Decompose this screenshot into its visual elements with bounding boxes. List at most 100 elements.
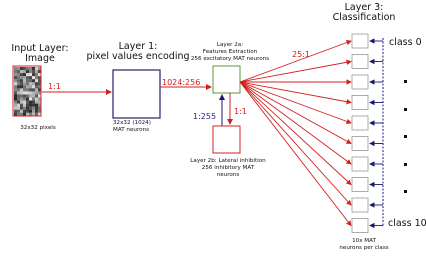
pixel bbox=[14, 104, 17, 107]
pixel bbox=[32, 70, 35, 73]
pixel bbox=[35, 73, 38, 76]
layer2b-title: Layer 2b: Lateral inhibition bbox=[190, 158, 266, 164]
pixel bbox=[35, 67, 38, 70]
conn-label: 1:255 bbox=[193, 112, 216, 121]
pixel bbox=[35, 107, 38, 110]
pixel bbox=[17, 110, 20, 113]
pixel bbox=[29, 73, 32, 76]
pixel bbox=[17, 107, 20, 110]
pixel bbox=[17, 91, 20, 94]
pixel bbox=[32, 82, 35, 85]
pixel bbox=[17, 67, 20, 70]
pixel bbox=[17, 113, 20, 116]
class-neuron bbox=[352, 157, 368, 171]
pixel bbox=[29, 113, 32, 116]
pixel bbox=[14, 94, 17, 97]
pixel bbox=[35, 91, 38, 94]
pixel bbox=[23, 110, 26, 113]
pixel bbox=[20, 91, 23, 94]
pixel bbox=[20, 113, 23, 116]
class-neuron bbox=[352, 219, 368, 233]
class-neuron bbox=[352, 178, 368, 192]
pixel bbox=[17, 70, 20, 73]
arrow bbox=[240, 82, 351, 144]
pixel bbox=[35, 82, 38, 85]
pixel bbox=[23, 94, 26, 97]
pixel bbox=[29, 76, 32, 79]
layer3-caption: 10x MAT bbox=[352, 238, 376, 244]
layer3 bbox=[240, 34, 407, 233]
pixel bbox=[29, 101, 32, 104]
pixel bbox=[29, 104, 32, 107]
class-neuron bbox=[352, 198, 368, 212]
pixel bbox=[29, 88, 32, 91]
dot bbox=[404, 108, 407, 111]
pixel bbox=[14, 107, 17, 110]
pixel bbox=[14, 79, 17, 82]
layer2a-title: Layer 2a: bbox=[217, 42, 243, 48]
input-title: Image bbox=[25, 53, 55, 64]
pixel bbox=[32, 76, 35, 79]
pixel bbox=[29, 79, 32, 82]
pixel bbox=[20, 88, 23, 91]
pixel bbox=[32, 107, 35, 110]
pixel bbox=[23, 91, 26, 94]
pixel bbox=[23, 107, 26, 110]
pixel bbox=[26, 88, 29, 91]
pixel bbox=[35, 98, 38, 101]
pixel bbox=[14, 88, 17, 91]
pixel bbox=[29, 94, 32, 97]
page: {"input_layer": {"title": ["Input Layer:… bbox=[0, 0, 426, 260]
pixel bbox=[26, 73, 29, 76]
pixel bbox=[26, 101, 29, 104]
pixel bbox=[20, 101, 23, 104]
pixel bbox=[29, 110, 32, 113]
pixel bbox=[20, 73, 23, 76]
conn-label: 1:1 bbox=[48, 82, 61, 91]
pixel bbox=[29, 85, 32, 88]
pixel bbox=[26, 82, 29, 85]
pixel bbox=[23, 73, 26, 76]
pixel bbox=[20, 104, 23, 107]
pixel bbox=[35, 88, 38, 91]
pixel bbox=[35, 110, 38, 113]
class-label: class 10 bbox=[388, 218, 426, 229]
layer1-caption: MAT neurons bbox=[113, 127, 149, 133]
class-neuron bbox=[352, 96, 368, 110]
pixel bbox=[14, 101, 17, 104]
pixel bbox=[17, 85, 20, 88]
pixel bbox=[35, 101, 38, 104]
arrow bbox=[240, 82, 351, 123]
pixel bbox=[26, 67, 29, 70]
pixel bbox=[35, 76, 38, 79]
pixel bbox=[20, 94, 23, 97]
pixel bbox=[20, 82, 23, 85]
pixel bbox=[35, 79, 38, 82]
pixel bbox=[29, 91, 32, 94]
pixel bbox=[32, 113, 35, 116]
pixel bbox=[26, 70, 29, 73]
layer2a-box bbox=[213, 66, 240, 93]
class-neuron bbox=[352, 137, 368, 151]
pixel bbox=[32, 73, 35, 76]
pixel bbox=[32, 67, 35, 70]
pixel bbox=[23, 98, 26, 101]
pixel bbox=[35, 104, 38, 107]
pixel bbox=[23, 76, 26, 79]
pixel bbox=[17, 104, 20, 107]
layer2b-title: neurons bbox=[217, 172, 240, 178]
pixel bbox=[23, 85, 26, 88]
class-label: class 0 bbox=[389, 37, 422, 48]
pixel bbox=[32, 110, 35, 113]
pixel bbox=[23, 113, 26, 116]
arrow bbox=[240, 82, 351, 164]
pixel bbox=[20, 98, 23, 101]
dot bbox=[404, 163, 407, 166]
pixel bbox=[20, 79, 23, 82]
pixel bbox=[29, 70, 32, 73]
pixel bbox=[26, 107, 29, 110]
pixel bbox=[20, 85, 23, 88]
pixel bbox=[29, 67, 32, 70]
conn-label: 1:1 bbox=[234, 107, 247, 116]
input-image bbox=[14, 67, 41, 116]
